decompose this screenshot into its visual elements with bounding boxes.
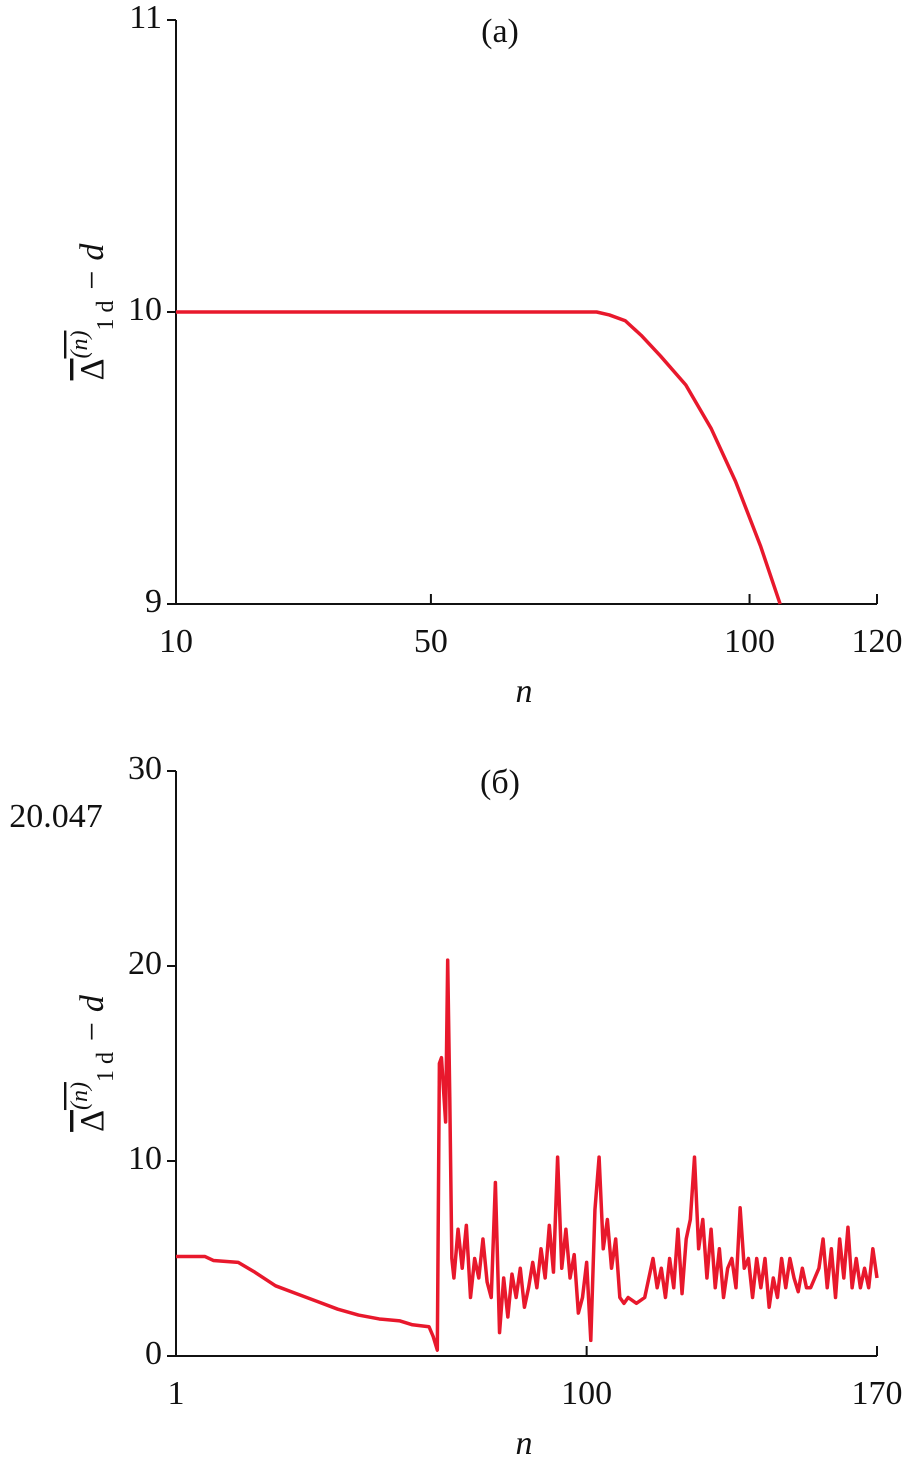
y-axis-label-part: Δ — [74, 1110, 111, 1132]
y-axis-label-part: Δ — [74, 359, 111, 381]
y-axis-label: Δ(n)1 d − d — [67, 243, 119, 381]
chart-title: (a) — [481, 13, 519, 50]
x-tick-label: 1 — [168, 1375, 185, 1412]
y-tick-label: 30 — [128, 750, 162, 787]
y-tick-label: 10 — [128, 291, 162, 328]
y-tick-label: 10 — [128, 1140, 162, 1177]
y-tick-label: 20 — [128, 945, 162, 982]
annotation: 20.047 — [9, 798, 103, 835]
y-axis-label-part: 1 d — [93, 301, 119, 331]
y-axis-label-part: − d — [74, 994, 111, 1052]
y-axis-label-part: (n) — [67, 1082, 93, 1110]
y-tick-label: 9 — [145, 583, 162, 620]
x-tick-label: 50 — [414, 623, 448, 660]
y-axis-label-part: 1 d — [93, 1052, 119, 1082]
x-axis-label: n — [516, 1425, 533, 1462]
x-axis-label: n — [516, 673, 533, 710]
x-tick-label: 170 — [852, 1375, 903, 1412]
x-tick-label: 100 — [724, 623, 775, 660]
data-line — [176, 958, 879, 1352]
x-tick-label: 100 — [561, 1375, 612, 1412]
x-tick-label: 120 — [852, 623, 903, 660]
y-axis-label-part: (n) — [67, 331, 93, 359]
x-tick-label: 10 — [159, 623, 193, 660]
panel: 0 10 20 30 1 100 170 (б) n 20.047 Δ(n)1 d − d — [9, 750, 902, 1462]
y-tick-label: 11 — [129, 0, 162, 36]
y-axis-label-part: − d — [74, 243, 111, 301]
y-tick-label: 0 — [145, 1335, 162, 1372]
chart-title: (б) — [480, 764, 520, 801]
data-line — [176, 310, 782, 605]
axes — [175, 771, 877, 1357]
y-axis-label: Δ(n)1 d − d — [67, 994, 119, 1132]
